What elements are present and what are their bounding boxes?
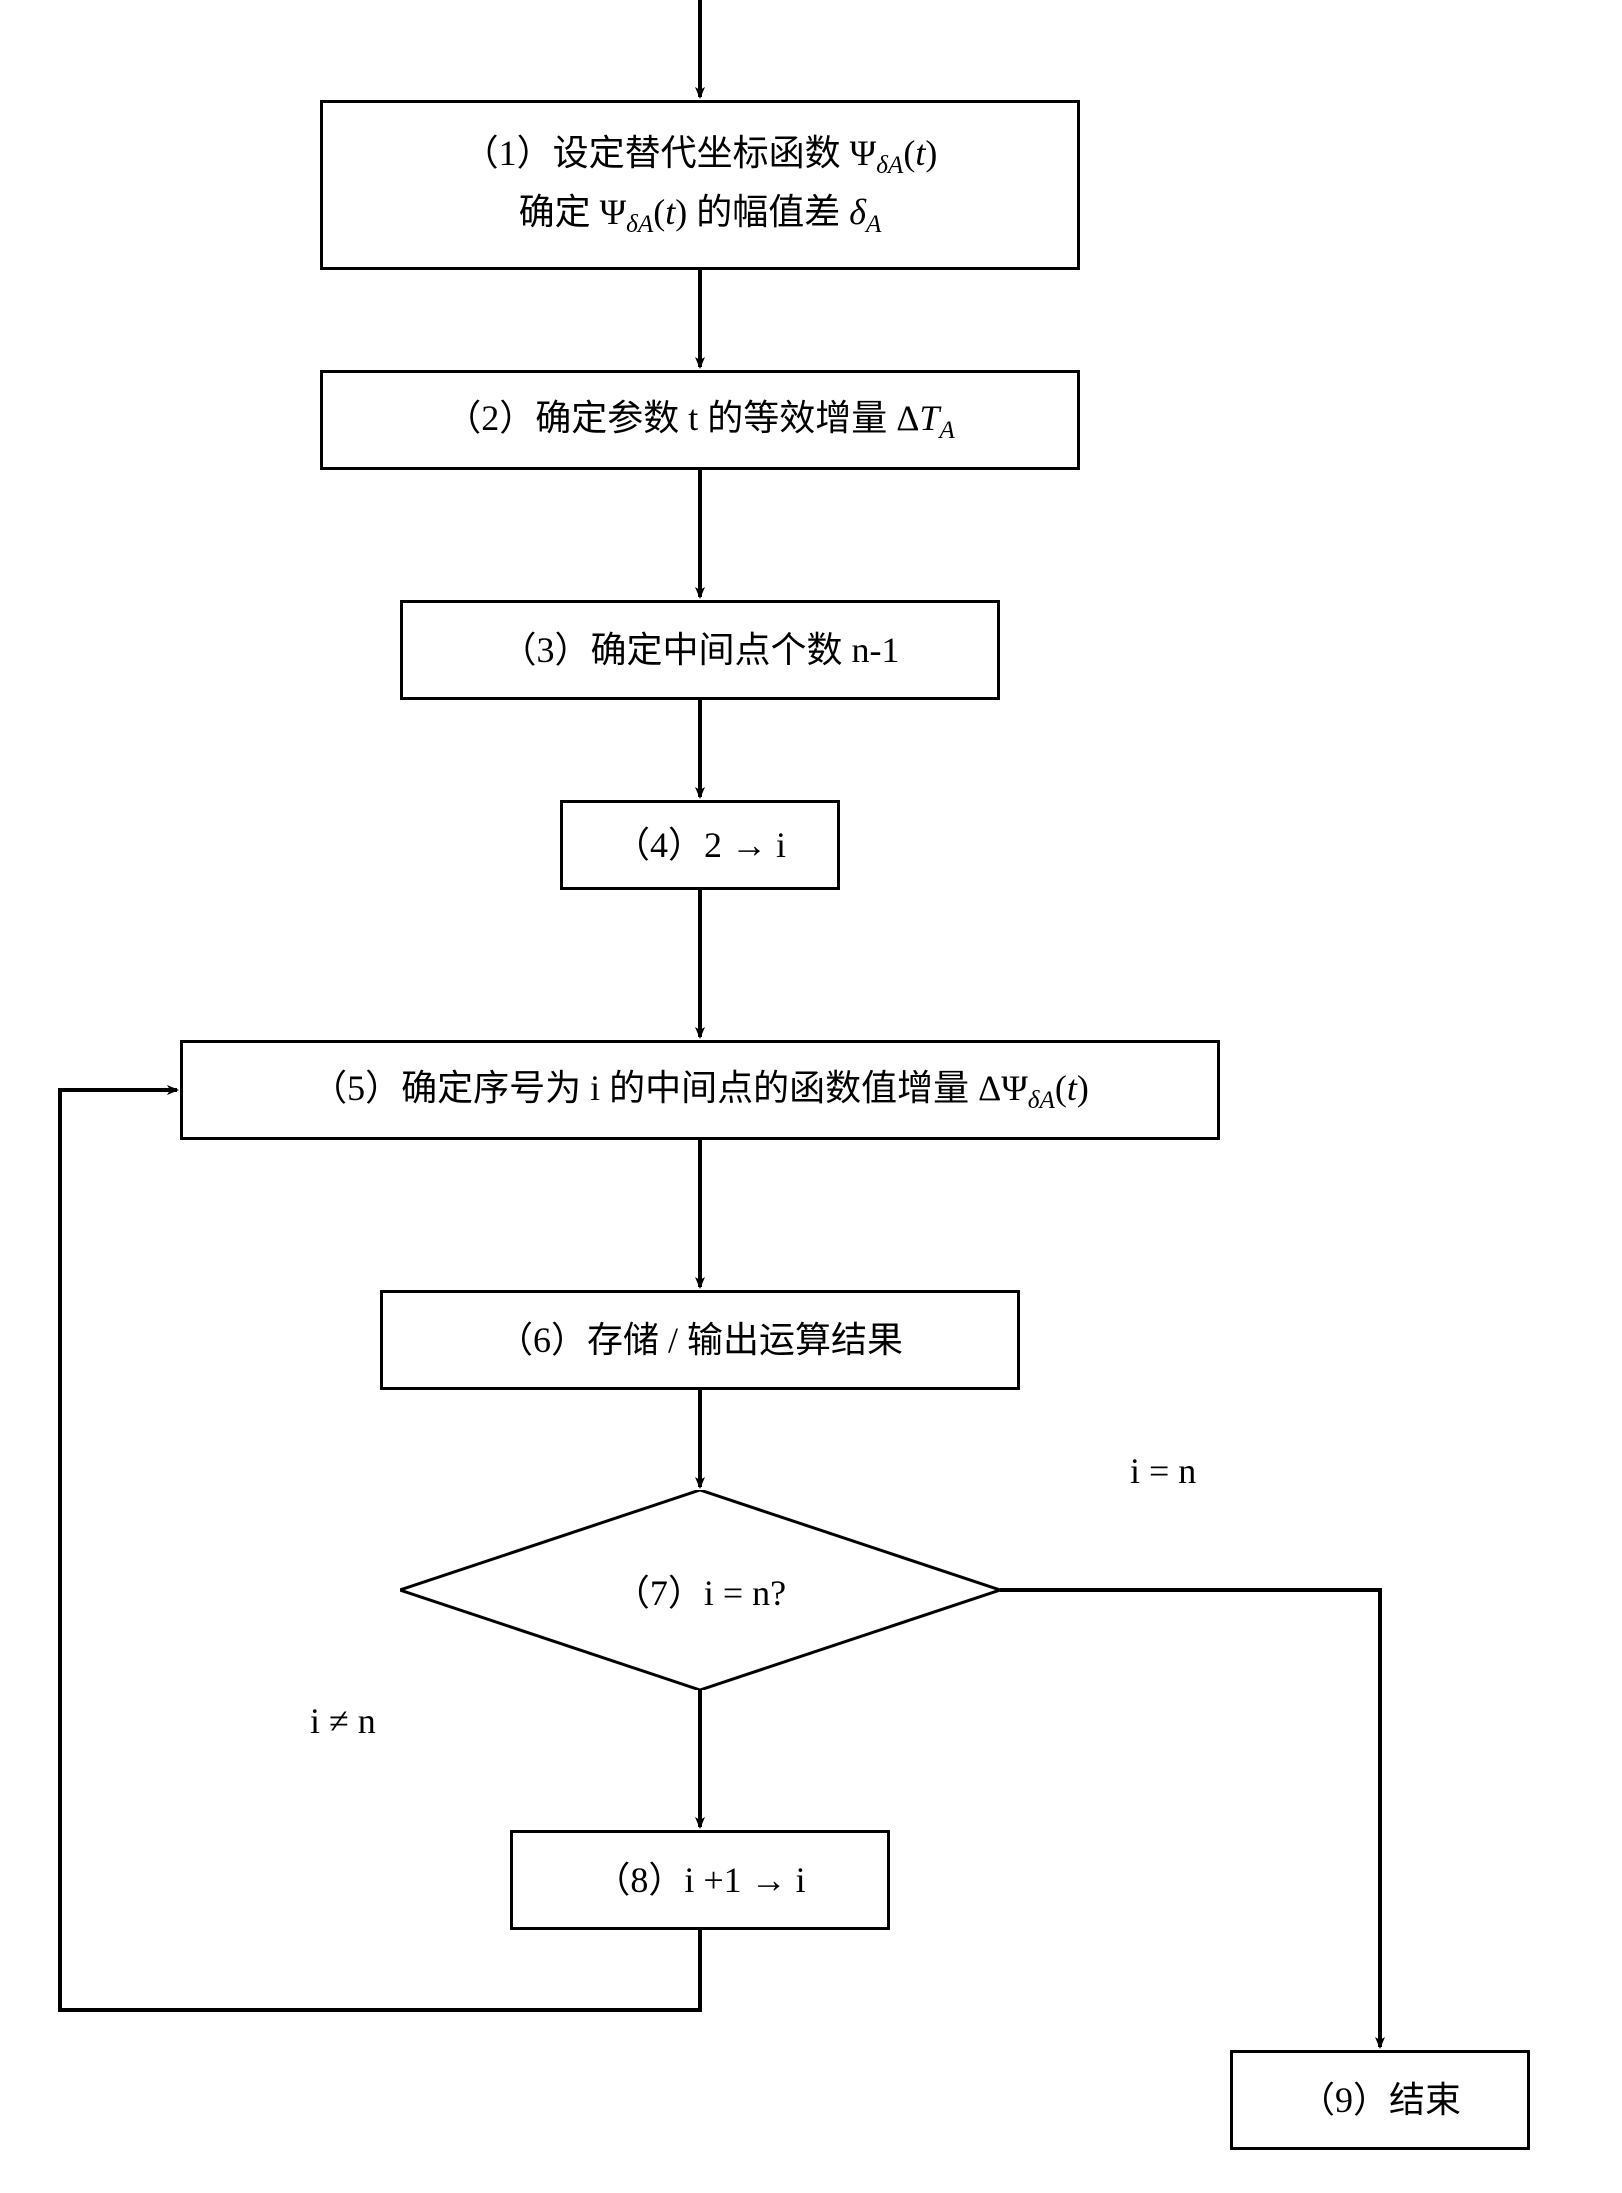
step-2-text: （2）确定参数 t 的等效增量 ΔTA [445, 391, 955, 450]
step-7-text: （7）i = n? [614, 1564, 786, 1616]
step-4-text: （4）2 → i [614, 818, 786, 872]
step-9-text: （9）结束 [1299, 2073, 1461, 2127]
step-6-box: （6）存储 / 输出运算结果 [380, 1290, 1020, 1390]
flowchart-container: （1）设定替代坐标函数 ΨδA(t)确定 ΨδA(t) 的幅值差 δA （2）确… [0, 0, 1622, 2193]
label-i-neq-n: i ≠ n [310, 1700, 376, 1742]
step-8-box: （8）i +1 → i [510, 1830, 890, 1930]
step-3-text: （3）确定中间点个数 n-1 [501, 623, 900, 677]
step-5-box: （5）确定序号为 i 的中间点的函数值增量 ΔΨδA(t) [180, 1040, 1220, 1140]
step-1-box: （1）设定替代坐标函数 ΨδA(t)确定 ΨδA(t) 的幅值差 δA [320, 100, 1080, 270]
step-7-decision: （7）i = n? [400, 1490, 1000, 1690]
step-1-text: （1）设定替代坐标函数 ΨδA(t)确定 ΨδA(t) 的幅值差 δA [463, 126, 938, 244]
step-8-text: （8）i +1 → i [594, 1853, 805, 1907]
step-2-box: （2）确定参数 t 的等效增量 ΔTA [320, 370, 1080, 470]
step-4-box: （4）2 → i [560, 800, 840, 890]
step-5-text: （5）确定序号为 i 的中间点的函数值增量 ΔΨδA(t) [311, 1061, 1089, 1120]
step-3-box: （3）确定中间点个数 n-1 [400, 600, 1000, 700]
label-i-eq-n: i = n [1130, 1450, 1196, 1492]
step-6-text: （6）存储 / 输出运算结果 [497, 1313, 903, 1367]
step-9-box: （9）结束 [1230, 2050, 1530, 2150]
